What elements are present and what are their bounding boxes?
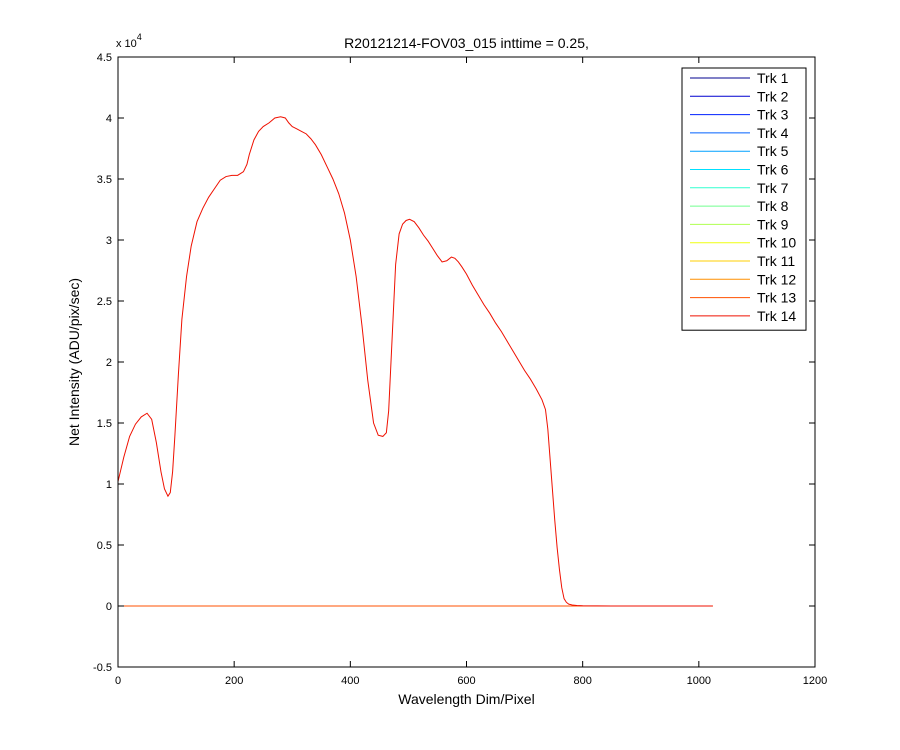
y-tick-label: 1 [106,479,112,491]
y-axis-exponent-power: 4 [137,32,142,42]
y-tick-label: 4 [106,113,112,125]
x-tick-label: 0 [115,675,121,687]
legend-box [681,67,807,331]
legend-label-trk-11: Trk 11 [757,253,795,269]
legend-label-trk-5: Trk 5 [757,143,789,159]
y-tick-label: 1.5 [97,418,112,430]
legend-items: Trk 1 Trk 2 Trk 3 Trk 4 Trk 5 Trk 6 Trk 7 Trk 8… [690,70,796,324]
y-tick-label: 2 [106,357,112,369]
legend-label-trk-12: Trk 12 [757,271,796,287]
chart-title: R20121214-FOV03_015 inttime = 0.25, [344,35,589,51]
series-layer [117,116,713,607]
legend: Trk 1 Trk 2 Trk 3 Trk 4 Trk 5 Trk 6 Trk 7 Trk 8… [681,67,807,331]
legend-label-trk-2: Trk 2 [757,88,789,104]
x-tick-label: 1000 [687,675,711,687]
y-tick-label: -0.5 [93,662,112,674]
x-axis-label: Wavelength Dim/Pixel [398,691,534,707]
y-axis-exponent-base: x 10 [116,38,137,50]
y-tick-label: 0 [106,601,112,613]
x-tick-label: 600 [457,675,475,687]
legend-label-trk-4: Trk 4 [757,125,789,141]
legend-label-trk-8: Trk 8 [757,198,789,214]
y-axis-label: Net Intensity (ADU/pix/sec) [66,278,82,446]
series-line-trk-14 [117,116,713,607]
legend-label-trk-9: Trk 9 [757,216,789,232]
y-tick-label: 4.5 [97,52,112,64]
y-tick-label: 3.5 [97,174,112,186]
legend-label-trk-7: Trk 7 [757,180,789,196]
x-tick-label: 200 [225,675,243,687]
y-tick-label: 2.5 [97,296,112,308]
legend-label-trk-10: Trk 10 [757,235,796,251]
legend-label-trk-1: Trk 1 [757,70,789,86]
legend-label-trk-3: Trk 3 [757,107,789,123]
y-axis-exponent: x 104 [116,32,142,50]
x-tick-label: 1200 [803,675,827,687]
y-tick-label: 3 [106,235,112,247]
x-tick-label: 400 [341,675,359,687]
ticks-layer: 0 200 400 600 800 1000 1200-0.500.511.522.533.… [93,52,827,687]
y-tick-label: 0.5 [97,540,112,552]
x-tick-label: 800 [573,675,591,687]
legend-label-trk-6: Trk 6 [757,162,789,178]
legend-label-trk-13: Trk 13 [757,290,796,306]
legend-label-trk-14: Trk 14 [757,308,796,324]
